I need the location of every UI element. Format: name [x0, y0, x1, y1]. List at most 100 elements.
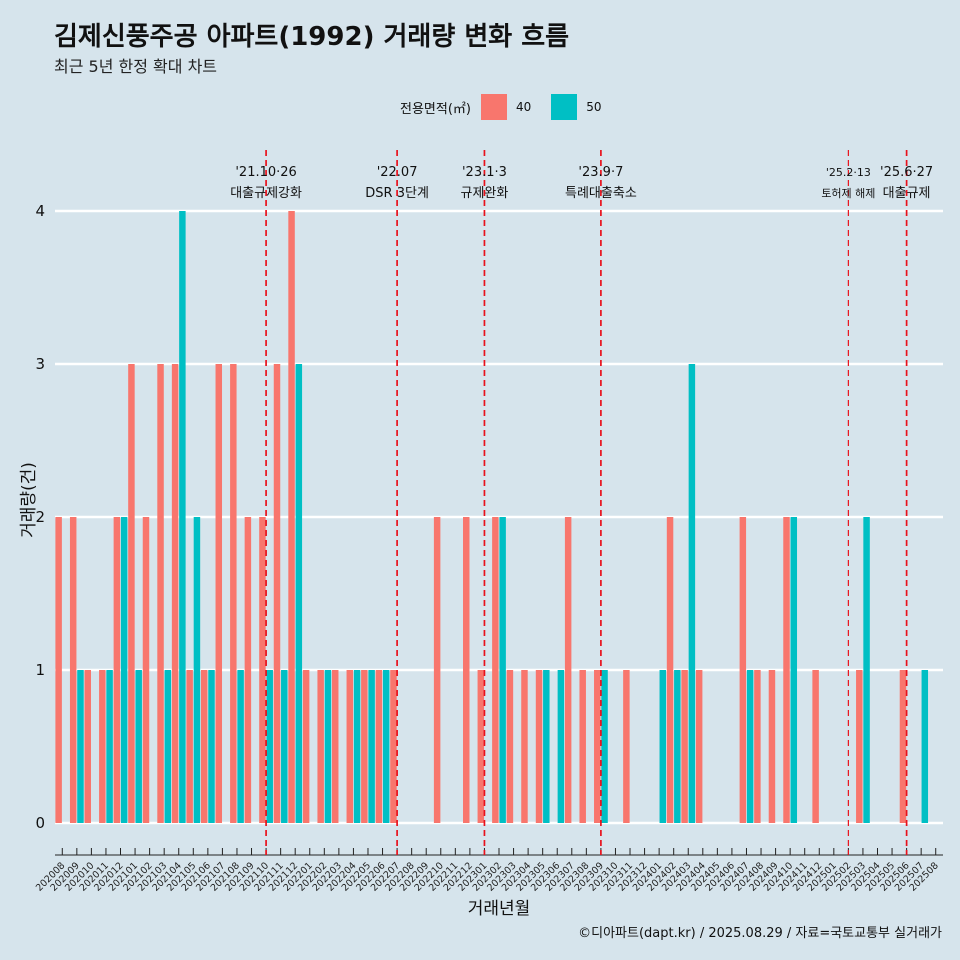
- bar-40-202303: [506, 670, 514, 823]
- bar-50-202507: [921, 670, 929, 823]
- bar-40-202407: [739, 517, 747, 823]
- bar-50-202402: [674, 670, 681, 823]
- bar-40-202305: [535, 670, 543, 823]
- event-label-202502: 토허제 해제: [821, 186, 875, 200]
- bar-50-202103: [164, 670, 172, 823]
- bar-40-202010: [84, 670, 91, 823]
- bar-40-202301: [477, 670, 485, 823]
- bar-40-202204: [346, 670, 354, 823]
- bar-40-202304: [521, 670, 528, 823]
- x-axis-title: 거래년월: [468, 899, 531, 919]
- bar-50-202101: [135, 670, 142, 823]
- bar-50-202112: [295, 364, 303, 823]
- bar-40-202210: [433, 517, 441, 823]
- bar-50-202009: [77, 670, 84, 823]
- y-tick-label: 2: [35, 508, 45, 526]
- bar-50-202305: [543, 670, 550, 823]
- bar-50-202104: [179, 211, 186, 823]
- bar-40-202110: [259, 517, 266, 823]
- bar-50-202410: [790, 517, 798, 823]
- bar-50-202309: [601, 670, 608, 823]
- event-label-202309: 특례대출축소: [565, 186, 637, 201]
- bar-40-202106: [200, 670, 208, 823]
- bar-50-202106: [208, 670, 215, 823]
- bar-50-202205: [368, 670, 375, 823]
- chart-title: 김제신풍주공 아파트(1992) 거래량 변화 흐름: [54, 22, 570, 52]
- legend-label-40: 40: [515, 100, 532, 114]
- bar-40-202202: [317, 670, 324, 823]
- bar-40-202402: [666, 517, 674, 823]
- event-label-202301: 규제완화: [461, 186, 509, 201]
- bar-40-202412: [812, 670, 819, 823]
- bar-40-202104: [171, 364, 179, 823]
- bar-50-202105: [193, 517, 201, 823]
- bar-50-202110: [266, 670, 273, 823]
- bar-40-202009: [69, 517, 77, 823]
- bar-40-202111: [273, 364, 281, 823]
- bar-40-202404: [695, 670, 703, 823]
- event-date-202502: '25.2·13: [826, 166, 871, 179]
- bar-50-202306: [557, 670, 565, 823]
- event-date-202301: '23.1·3: [462, 165, 507, 180]
- event-label-202207: DSR 3단계: [365, 186, 429, 201]
- bar-40-202212: [463, 517, 470, 823]
- bar-40-202107: [215, 364, 223, 823]
- event-date-202110: '21.10·26: [235, 165, 296, 180]
- bar-40-202403: [681, 670, 688, 823]
- event-label-202110: 대출규제강화: [230, 186, 302, 201]
- bar-40-202112: [288, 211, 295, 823]
- bar-40-202102: [142, 517, 150, 823]
- bar-50-202206: [382, 670, 390, 823]
- bar-40-202101: [128, 364, 135, 823]
- bar-50-202407: [746, 670, 754, 823]
- bar-50-202503: [863, 517, 870, 823]
- bar-50-202401: [659, 670, 667, 823]
- legend-title: 전용면적(㎡): [400, 101, 471, 117]
- bar-40-202108: [230, 364, 237, 823]
- chart-subtitle: 최근 5년 한정 확대 차트: [54, 57, 218, 76]
- bar-40-202302: [492, 517, 499, 823]
- bar-40-202008: [55, 517, 62, 823]
- bar-40-202201: [302, 670, 310, 823]
- bar-50-202204: [353, 670, 361, 823]
- legend: 전용면적(㎡) 40 50: [400, 93, 622, 121]
- bar-40-202308: [579, 670, 586, 823]
- bar-40-202311: [623, 670, 630, 823]
- bar-40-202410: [783, 517, 790, 823]
- bar-50-202108: [237, 670, 244, 823]
- bar-50-202012: [120, 517, 128, 823]
- bar-50-202111: [281, 670, 288, 823]
- bar-40-202109: [244, 517, 252, 823]
- bar-40-202012: [113, 517, 121, 823]
- y-tick-label: 1: [35, 661, 45, 679]
- y-tick-label: 0: [35, 814, 45, 832]
- legend-label-50: 50: [586, 100, 602, 114]
- bar-50-202302: [499, 517, 506, 823]
- bar-40-202408: [754, 670, 761, 823]
- y-axis-title: 거래량(건): [19, 462, 39, 538]
- event-label-202506: 대출규제: [883, 186, 931, 201]
- event-date-202207: '22.07: [377, 165, 418, 180]
- bar-40-202503: [856, 670, 863, 823]
- bar-40-202105: [186, 670, 193, 823]
- bar-40-202206: [375, 670, 383, 823]
- bar-40-202307: [564, 517, 572, 823]
- event-date-202506: '25.6·27: [880, 165, 933, 180]
- bar-50-202011: [106, 670, 113, 823]
- bar-40-202203: [331, 670, 339, 823]
- legend-key-40: [480, 94, 507, 120]
- y-tick-label: 4: [35, 202, 45, 220]
- bar-40-202011: [99, 670, 106, 823]
- bar-50-202403: [688, 364, 696, 823]
- bar-40-202409: [768, 670, 776, 823]
- legend-key-50: [551, 94, 578, 120]
- bar-40-202309: [594, 670, 601, 823]
- source-caption: ©디아파트(dapt.kr) / 2025.08.29 / 자료=국토교통부 실…: [578, 926, 942, 941]
- y-tick-label: 3: [35, 355, 45, 373]
- bar-40-202207: [390, 670, 397, 823]
- event-date-202309: '23.9·7: [578, 165, 623, 180]
- bar-50-202202: [324, 670, 332, 823]
- bar-40-202103: [157, 364, 164, 823]
- bar-40-202506: [899, 670, 907, 823]
